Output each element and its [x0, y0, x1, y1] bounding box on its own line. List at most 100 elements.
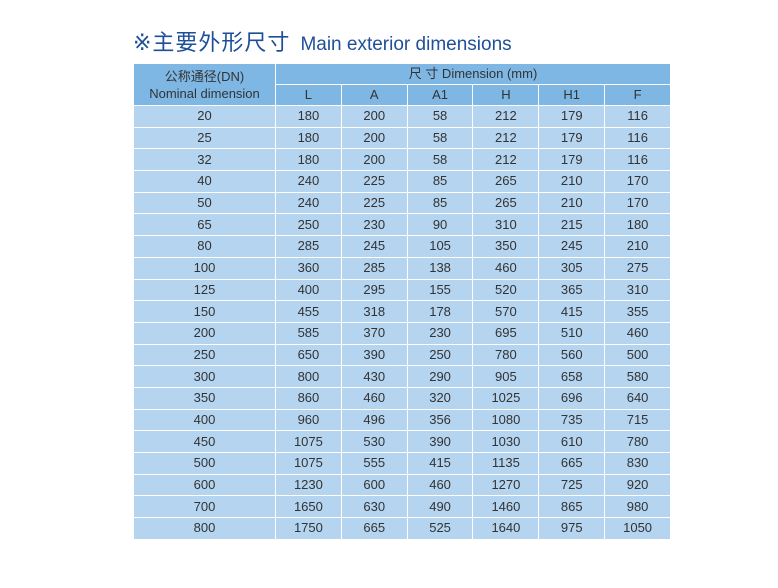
- dimension-cell: 285: [275, 235, 342, 258]
- dimension-cell: 390: [406, 430, 474, 453]
- dimension-cell: 138: [406, 256, 474, 280]
- dimension-cell: 415: [406, 452, 474, 475]
- dimension-cell: 460: [406, 473, 474, 497]
- dimension-cell: 780: [472, 343, 540, 367]
- dimension-cell: 90: [406, 213, 474, 237]
- dimension-cell: 640: [604, 386, 671, 410]
- dimension-header: 尺 寸 Dimension (mm): [275, 63, 671, 85]
- dimension-cell: 1640: [472, 517, 540, 540]
- dimension-cell: 212: [472, 148, 540, 172]
- dimension-cell: 310: [472, 213, 540, 237]
- dimension-cell: 355: [604, 300, 671, 323]
- dimension-cell: 310: [604, 278, 671, 302]
- dimension-cell: 980: [604, 495, 671, 519]
- dimension-cell: 975: [538, 517, 606, 540]
- dimension-cell: 212: [472, 126, 540, 150]
- table-row: 700 1650 630 490 1460 865 980: [133, 495, 671, 519]
- dimension-cell: 800: [275, 365, 342, 388]
- table-row: 500 1075 555 415 1135 665 830: [133, 452, 671, 475]
- dimension-cell: 200: [340, 126, 408, 150]
- dimension-cell: 116: [604, 148, 671, 172]
- table-row: 40 240 225 85 265 210 170: [133, 170, 671, 193]
- dimension-cell: 390: [340, 343, 408, 367]
- dimension-cell: 530: [340, 430, 408, 453]
- dimension-cell: 1270: [472, 473, 540, 497]
- table-row: 25 180 200 58 212 179 116: [133, 126, 671, 150]
- dimension-cell: 370: [340, 321, 408, 345]
- column-header: L: [275, 84, 342, 106]
- table-row: 300 800 430 290 905 658 580: [133, 365, 671, 388]
- dimension-cell: 905: [472, 365, 540, 388]
- dimension-cell: 920: [604, 473, 671, 497]
- dimension-cell: 735: [538, 408, 606, 432]
- table-row: 100 360 285 138 460 305 275: [133, 256, 671, 280]
- dimension-cell: 430: [340, 365, 408, 388]
- dimension-cell: 415: [538, 300, 606, 323]
- table-body: 20 180 200 58 212 179 116 25 180 200 58 212 179 116 32…: [133, 105, 671, 540]
- dimension-cell: 490: [406, 495, 474, 519]
- table-row: 50 240 225 85 265 210 170: [133, 191, 671, 215]
- dimension-cell: 725: [538, 473, 606, 497]
- nominal-cell: 300: [133, 365, 276, 388]
- dimension-cell: 696: [538, 386, 606, 410]
- dimension-cell: 215: [538, 213, 606, 237]
- dimension-cell: 1050: [604, 517, 671, 540]
- table-row: 800 1750 665 525 1640 975 1050: [133, 517, 671, 540]
- title-en: Main exterior dimensions: [300, 34, 512, 55]
- table-row: 150 455 318 178 570 415 355: [133, 300, 671, 323]
- dimension-cell: 658: [538, 365, 606, 388]
- dimension-cell: 210: [538, 191, 606, 215]
- dimension-cell: 58: [406, 105, 474, 128]
- dimension-cell: 780: [604, 430, 671, 453]
- dimension-cell: 350: [472, 235, 540, 258]
- dimension-cell: 200: [340, 148, 408, 172]
- table-row: 400 960 496 356 1080 735 715: [133, 408, 671, 432]
- dimension-cell: 580: [604, 365, 671, 388]
- dimension-cell: 1750: [275, 517, 342, 540]
- dimension-cell: 360: [275, 256, 342, 280]
- column-header: H1: [538, 84, 606, 106]
- header-row: 公称通径(DN) Nominal dimension 尺 寸 Dimension …: [133, 63, 671, 106]
- nominal-cell: 80: [133, 235, 276, 258]
- dimension-cell: 58: [406, 126, 474, 150]
- dimension-cell: 225: [340, 191, 408, 215]
- dimension-cell: 1080: [472, 408, 540, 432]
- table-row: 600 1230 600 460 1270 725 920: [133, 473, 671, 497]
- dimension-cell: 1075: [275, 452, 342, 475]
- dimension-cell: 305: [538, 256, 606, 280]
- dimension-cell: 865: [538, 495, 606, 519]
- dimension-cell: 600: [340, 473, 408, 497]
- dimension-cell: 200: [340, 105, 408, 128]
- dimension-cell: 230: [406, 321, 474, 345]
- dimension-cell: 650: [275, 343, 342, 367]
- dimension-cell: 85: [406, 170, 474, 193]
- dimension-cell: 179: [538, 105, 606, 128]
- nominal-cell: 350: [133, 386, 276, 410]
- dimension-cell: 695: [472, 321, 540, 345]
- dimension-cell: 58: [406, 148, 474, 172]
- dimension-cell: 178: [406, 300, 474, 323]
- dimension-cell: 460: [604, 321, 671, 345]
- dimension-cell: 179: [538, 148, 606, 172]
- dimension-cell: 1650: [275, 495, 342, 519]
- nominal-cell: 200: [133, 321, 276, 345]
- dimension-cell: 1135: [472, 452, 540, 475]
- dimension-cell: 665: [538, 452, 606, 475]
- dimension-cell: 179: [538, 126, 606, 150]
- dimension-cell: 1025: [472, 386, 540, 410]
- title-cn: ※主要外形尺寸: [133, 31, 291, 56]
- dimension-cell: 460: [472, 256, 540, 280]
- dimension-cell: 230: [340, 213, 408, 237]
- page-title: ※主要外形尺寸 Main exterior dimensions: [133, 25, 512, 57]
- nominal-cell: 100: [133, 256, 276, 280]
- nominal-cell: 20: [133, 105, 276, 128]
- column-header: A1: [406, 84, 474, 106]
- dimension-cell: 1075: [275, 430, 342, 453]
- column-header: F: [604, 84, 671, 106]
- dimension-cell: 555: [340, 452, 408, 475]
- dimension-cell: 245: [340, 235, 408, 258]
- nominal-header-en: Nominal dimension: [149, 85, 260, 101]
- nominal-cell: 500: [133, 452, 276, 475]
- dimension-cell: 400: [275, 278, 342, 302]
- table-row: 80 285 245 105 350 245 210: [133, 235, 671, 258]
